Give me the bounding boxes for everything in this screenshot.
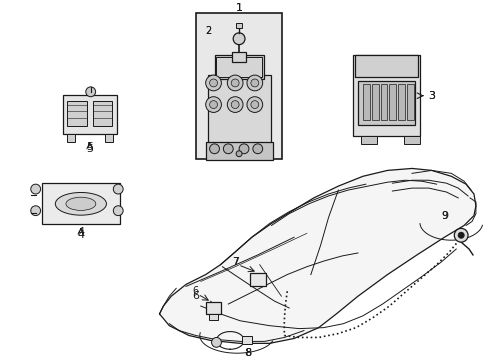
- Bar: [41, 183, 120, 224]
- Circle shape: [239, 144, 248, 154]
- Bar: [236, 23, 242, 28]
- Circle shape: [246, 97, 262, 112]
- Bar: [205, 142, 272, 159]
- Circle shape: [113, 206, 123, 216]
- Bar: [207, 75, 270, 146]
- Bar: [362, 84, 369, 120]
- Circle shape: [223, 144, 233, 154]
- Text: 6: 6: [192, 291, 199, 301]
- Text: 5: 5: [86, 142, 93, 152]
- Text: 8: 8: [244, 348, 250, 358]
- Circle shape: [113, 184, 123, 194]
- Bar: [105, 134, 113, 142]
- Text: 3: 3: [427, 91, 434, 101]
- Text: 6: 6: [192, 286, 199, 296]
- Circle shape: [231, 101, 239, 108]
- Text: 2: 2: [205, 26, 211, 36]
- Bar: [357, 81, 414, 125]
- Circle shape: [227, 97, 243, 112]
- Bar: [205, 302, 221, 314]
- Circle shape: [211, 337, 221, 347]
- Bar: [93, 101, 112, 126]
- Text: 7: 7: [231, 257, 238, 267]
- Bar: [352, 55, 419, 136]
- Circle shape: [85, 87, 96, 97]
- Circle shape: [31, 206, 41, 216]
- Bar: [407, 84, 413, 120]
- Circle shape: [205, 75, 221, 91]
- Bar: [208, 314, 218, 320]
- Text: 8: 8: [244, 348, 251, 358]
- Circle shape: [246, 75, 262, 91]
- Bar: [216, 57, 261, 77]
- Circle shape: [209, 79, 217, 87]
- Bar: [380, 84, 386, 120]
- Bar: [196, 13, 282, 159]
- Circle shape: [209, 144, 219, 154]
- Bar: [63, 95, 117, 134]
- Bar: [397, 84, 405, 120]
- Ellipse shape: [66, 197, 96, 211]
- Bar: [354, 55, 417, 77]
- Text: 7: 7: [232, 257, 238, 267]
- Circle shape: [250, 79, 258, 87]
- Circle shape: [252, 144, 262, 154]
- Bar: [360, 136, 376, 144]
- Ellipse shape: [55, 193, 106, 215]
- Text: 1: 1: [235, 3, 242, 13]
- Bar: [404, 136, 419, 144]
- Text: 9: 9: [441, 211, 447, 221]
- Bar: [214, 55, 263, 79]
- Circle shape: [227, 75, 243, 91]
- Text: 1: 1: [235, 3, 242, 13]
- Text: 2: 2: [205, 26, 211, 36]
- Circle shape: [236, 151, 242, 157]
- Bar: [249, 273, 265, 286]
- Circle shape: [250, 101, 258, 108]
- Text: 4: 4: [77, 230, 84, 240]
- Circle shape: [453, 228, 467, 242]
- Bar: [242, 337, 251, 345]
- Bar: [67, 134, 75, 142]
- Circle shape: [231, 79, 239, 87]
- Circle shape: [457, 232, 463, 238]
- Bar: [232, 53, 245, 62]
- Circle shape: [205, 97, 221, 112]
- Bar: [67, 101, 86, 126]
- Bar: [388, 84, 395, 120]
- Bar: [371, 84, 378, 120]
- Circle shape: [31, 184, 41, 194]
- Text: 9: 9: [440, 211, 447, 221]
- Circle shape: [233, 33, 244, 45]
- Polygon shape: [159, 168, 475, 343]
- Text: 4: 4: [77, 227, 84, 237]
- Text: 3: 3: [427, 91, 434, 101]
- Circle shape: [209, 101, 217, 108]
- Text: 5: 5: [86, 144, 93, 154]
